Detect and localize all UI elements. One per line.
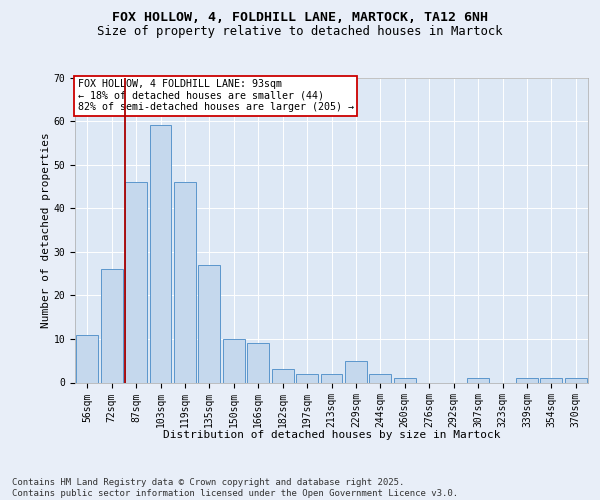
X-axis label: Distribution of detached houses by size in Martock: Distribution of detached houses by size … [163, 430, 500, 440]
Bar [516, 378, 538, 382]
Bar [541, 378, 562, 382]
Bar [223, 339, 245, 382]
Bar [101, 269, 122, 382]
Bar [247, 344, 269, 382]
Bar [296, 374, 318, 382]
Bar [76, 334, 98, 382]
Bar [199, 265, 220, 382]
Bar [149, 126, 172, 382]
Bar [370, 374, 391, 382]
Bar [125, 182, 147, 382]
Text: Contains HM Land Registry data © Crown copyright and database right 2025.
Contai: Contains HM Land Registry data © Crown c… [12, 478, 458, 498]
Bar [345, 360, 367, 382]
Bar [320, 374, 343, 382]
Bar [394, 378, 416, 382]
Bar [467, 378, 489, 382]
Bar [272, 370, 293, 382]
Bar [174, 182, 196, 382]
Text: Size of property relative to detached houses in Martock: Size of property relative to detached ho… [97, 25, 503, 38]
Text: FOX HOLLOW, 4 FOLDHILL LANE: 93sqm
← 18% of detached houses are smaller (44)
82%: FOX HOLLOW, 4 FOLDHILL LANE: 93sqm ← 18%… [77, 79, 353, 112]
Text: FOX HOLLOW, 4, FOLDHILL LANE, MARTOCK, TA12 6NH: FOX HOLLOW, 4, FOLDHILL LANE, MARTOCK, T… [112, 11, 488, 24]
Y-axis label: Number of detached properties: Number of detached properties [41, 132, 51, 328]
Bar [565, 378, 587, 382]
